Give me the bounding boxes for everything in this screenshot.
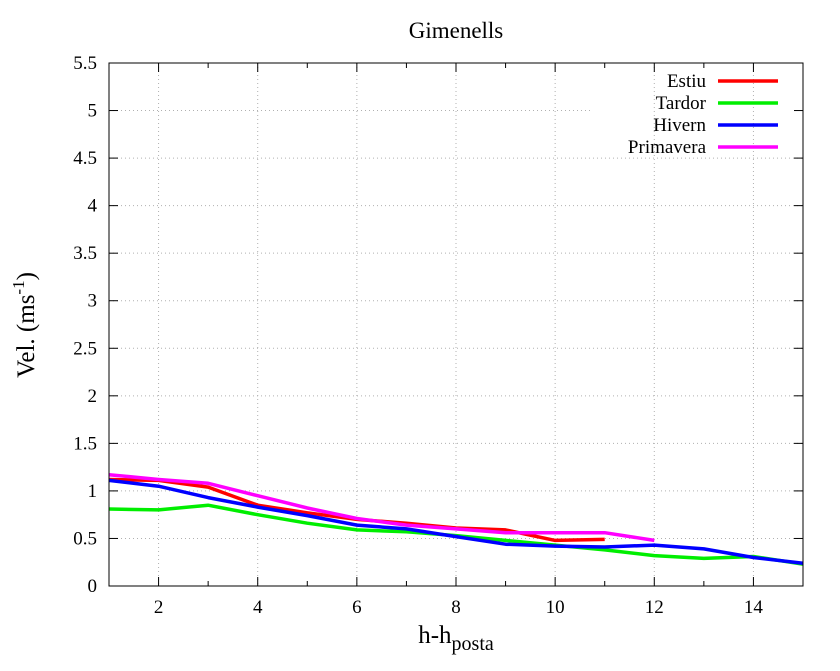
- series-line-hivern: [108, 478, 804, 565]
- chart-title: Gimenells: [409, 18, 504, 43]
- x-tick-label: 4: [253, 597, 263, 618]
- x-tick-label: 8: [451, 597, 461, 618]
- x-axis-label: h-hposta: [418, 622, 494, 655]
- y-tick-label: 3.5: [73, 243, 97, 264]
- y-axis-label-superscript: -1: [9, 280, 28, 294]
- y-axis-label-main: Vel. (ms: [13, 295, 40, 378]
- series-lines: [108, 472, 804, 566]
- x-tick-label: 10: [546, 597, 565, 618]
- y-axis-label-close: ): [13, 272, 40, 280]
- y-tick-label: 3: [88, 291, 98, 312]
- x-axis-label-subscript: posta: [452, 633, 494, 655]
- y-tick-label: 5.5: [73, 53, 97, 74]
- axis-ticks: 0 0.5 1 1.5 2 2.5 3 3.5 4 4.5 5 5.5 2 4 6 8 10 12 14: [73, 53, 804, 618]
- legend-label-hivern: Hivern: [653, 115, 706, 136]
- y-tick-label: 4.5: [73, 148, 97, 169]
- y-tick-label: 2: [88, 386, 98, 407]
- y-tick-label: 1.5: [73, 433, 97, 454]
- y-tick-label: 0.5: [73, 528, 97, 549]
- series-line-primavera: [108, 472, 655, 543]
- legend-label-estiu: Estiu: [667, 71, 707, 92]
- y-tick-label: 2.5: [73, 338, 97, 359]
- y-tick-label: 4: [88, 196, 98, 217]
- x-tick-label: 6: [352, 597, 362, 618]
- y-axis-label: Vel. (ms-1): [9, 272, 40, 378]
- y-tick-label: 5: [88, 101, 98, 122]
- y-tick-label: 0: [88, 576, 98, 597]
- grid: [109, 63, 803, 586]
- legend-label-primavera: Primavera: [628, 137, 707, 158]
- legend-label-tardor: Tardor: [656, 93, 707, 114]
- y-tick-label: 1: [88, 481, 98, 502]
- x-axis-label-main: h-h: [418, 622, 452, 649]
- x-tick-label: 2: [154, 597, 164, 618]
- x-tick-label: 14: [744, 597, 764, 618]
- x-tick-label: 12: [645, 597, 664, 618]
